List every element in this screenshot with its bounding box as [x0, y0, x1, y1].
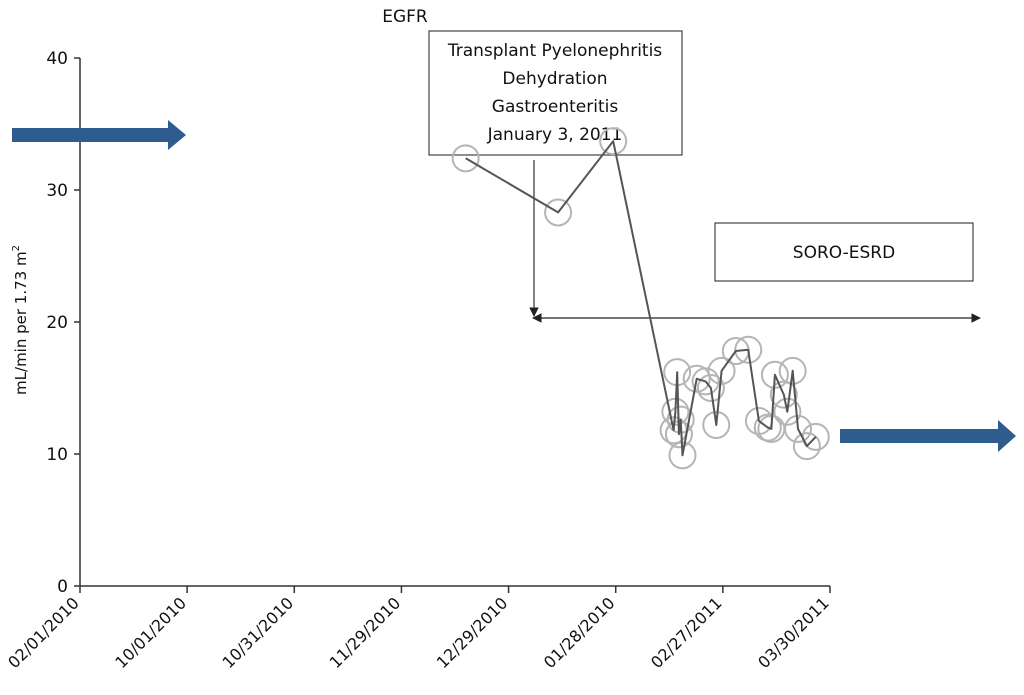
event-line-1: Transplant Pyelonephritis: [447, 41, 662, 61]
x-tick-label: 03/30/2011: [754, 593, 833, 672]
y-tick-label: 30: [46, 181, 68, 201]
y-tick-label: 0: [57, 577, 68, 597]
y-axis-label: mL/min per 1.73 m2: [11, 245, 30, 395]
data-point-marker: [451, 144, 480, 173]
data-point-marker: [691, 367, 720, 396]
data-point-marker: [773, 397, 802, 426]
x-tick-label: 02/01/2010: [4, 593, 83, 672]
right-blue-arrow: [840, 420, 1016, 452]
y-tick-label: 40: [46, 49, 68, 69]
data-point-marker: [702, 410, 731, 439]
data-point-marker: [784, 414, 813, 443]
chart-title: EGFR: [382, 7, 428, 27]
event-annotation-box: [428, 30, 683, 156]
y-axis-label-superscript: 2: [11, 245, 22, 251]
data-point-marker: [778, 356, 807, 385]
data-point-marker: [696, 374, 725, 402]
data-point-marker: [734, 335, 763, 364]
y-tick-label: 20: [46, 313, 68, 333]
data-point-marker: [792, 432, 821, 461]
series-layer: [451, 127, 830, 470]
x-tick-label: 02/27/2011: [647, 593, 726, 672]
event-line-4: January 3, 2011: [487, 125, 623, 145]
period-label: SORO-ESRD: [793, 243, 895, 263]
event-annotation: Transplant Pyelonephritis Dehydration Ga…: [428, 30, 683, 317]
x-tick-label: 11/29/2010: [326, 593, 405, 672]
period-annotation-box: [714, 222, 974, 282]
y-tick-label: 10: [46, 445, 68, 465]
data-point-marker: [599, 127, 628, 156]
data-point-marker: [544, 198, 573, 227]
x-tick-label: 12/29/2010: [433, 593, 512, 672]
y-axis-label-text: mL/min per 1.73 m: [12, 251, 30, 395]
egfr-series-line: [465, 140, 817, 457]
x-tick-label: 10/01/2010: [111, 593, 190, 672]
x-ticks: 02/01/2010 10/01/2010 10/31/2010 11/29/2010…: [4, 586, 833, 672]
period-annotation: SORO-ESRD: [532, 222, 981, 323]
event-line-2: Dehydration: [502, 69, 607, 89]
x-tick-label: 01/28/2010: [540, 593, 619, 672]
y-ticks: 0 10 20 30 40: [46, 49, 80, 597]
data-point-marker: [707, 356, 736, 385]
event-line-3: Gastroenteritis: [492, 97, 619, 117]
x-tick-label: 10/31/2010: [218, 593, 297, 672]
left-blue-arrow: [12, 120, 186, 150]
